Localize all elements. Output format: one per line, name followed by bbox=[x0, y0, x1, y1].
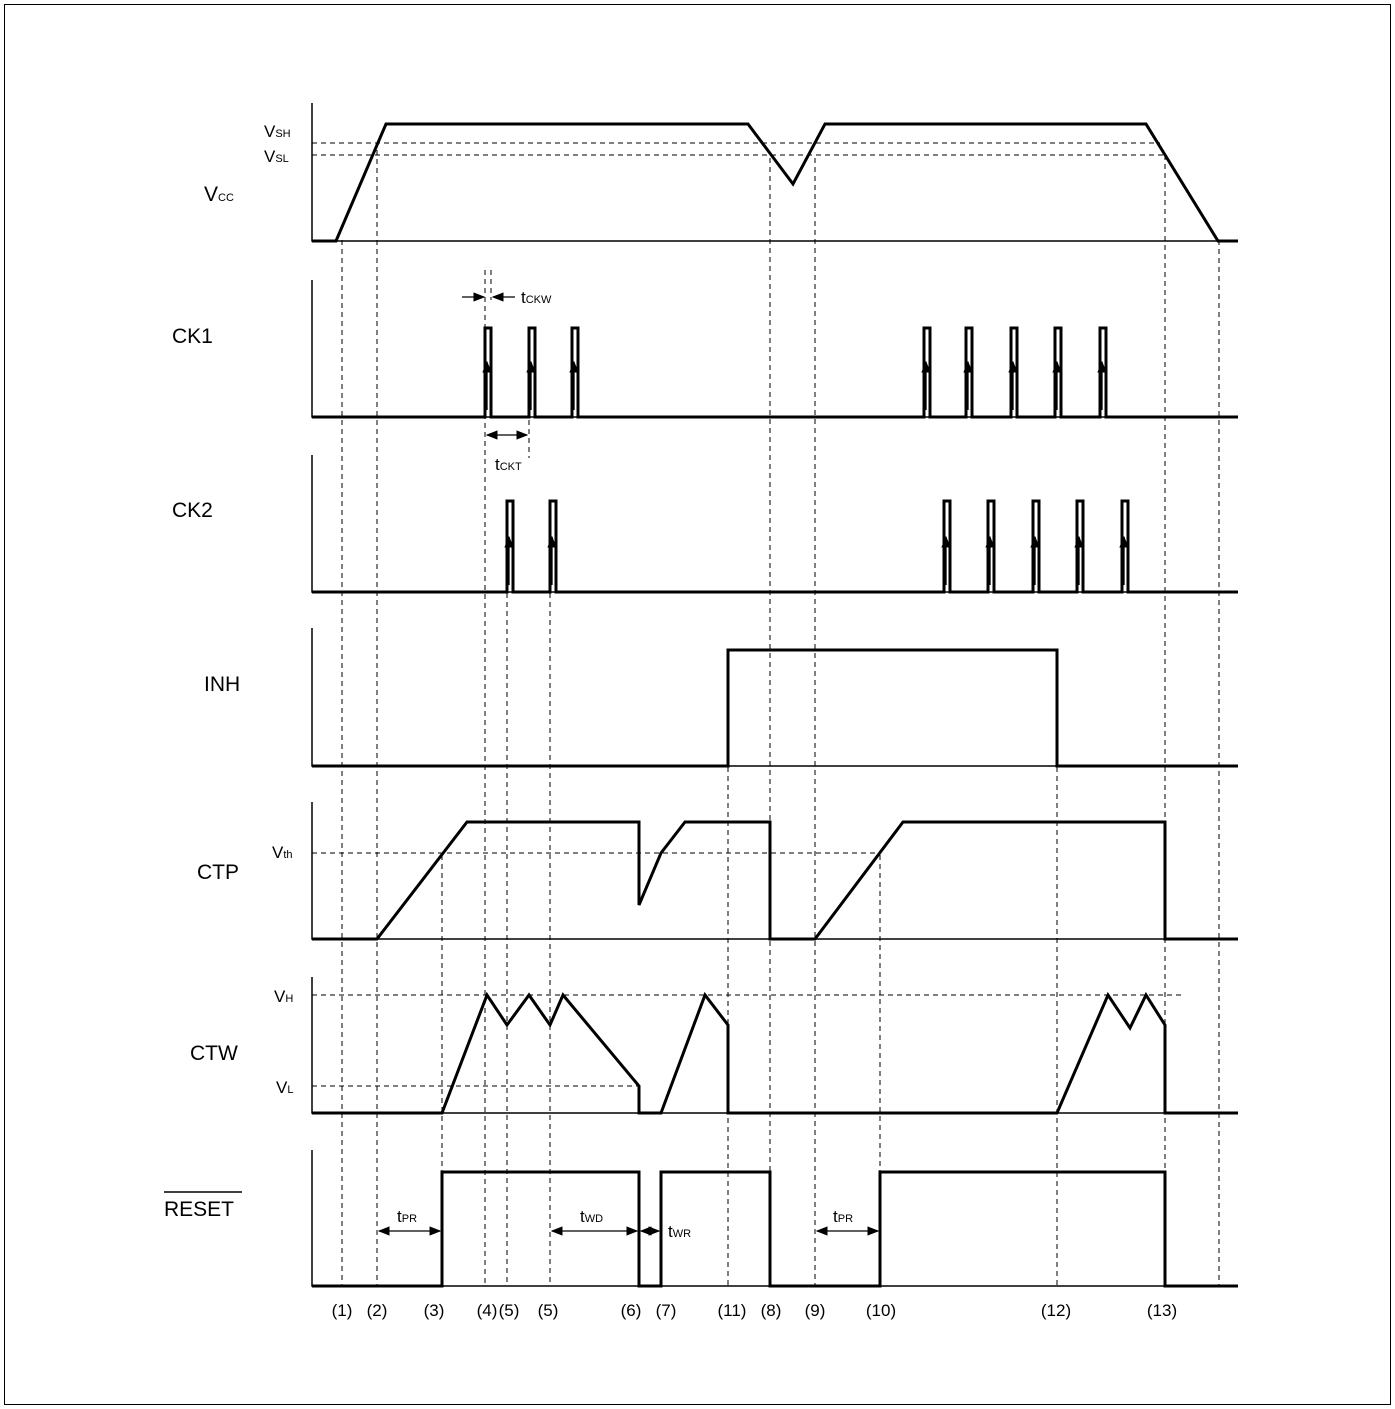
reset-waveform bbox=[312, 1170, 1238, 1288]
vcc-label: VCC bbox=[204, 183, 234, 206]
twd-label: tWD bbox=[580, 1207, 603, 1226]
reset-label: RESET bbox=[164, 1198, 234, 1221]
event-label: (13) bbox=[1147, 1301, 1177, 1320]
inh-label: INH bbox=[204, 673, 240, 696]
event-label: (9) bbox=[805, 1301, 826, 1320]
vcc-waveform bbox=[312, 122, 1238, 243]
tckw-label: tCKW bbox=[521, 288, 552, 307]
vl-label: VL bbox=[276, 1078, 293, 1097]
twr-label: tWR bbox=[668, 1222, 691, 1241]
threshold-lines bbox=[312, 142, 1185, 1087]
clock-edge-arrows bbox=[482, 360, 1129, 585]
event-label: (2) bbox=[367, 1301, 388, 1320]
event-label: (12) bbox=[1041, 1301, 1071, 1320]
ck2-waveform bbox=[312, 499, 1238, 594]
event-label: (5) bbox=[538, 1301, 559, 1320]
event-labels: (1) (2) (3) (4) (5) (5) (6) (7) (11) (8)… bbox=[332, 1301, 1178, 1320]
ctp-label: CTP bbox=[197, 861, 239, 884]
tckt-label: tCKT bbox=[495, 455, 522, 474]
ctw-label: CTW bbox=[190, 1042, 238, 1065]
ck2-label: CK2 bbox=[172, 499, 213, 522]
ctw-waveform bbox=[312, 991, 1238, 1115]
diagram-frame bbox=[4, 4, 1391, 1405]
event-label: (4) bbox=[477, 1301, 498, 1320]
timing-arrows bbox=[377, 292, 880, 1236]
event-label: (3) bbox=[424, 1301, 445, 1320]
vsh-label: VSH bbox=[264, 122, 291, 141]
inh-waveform bbox=[312, 648, 1238, 768]
vsl-label: VSL bbox=[264, 147, 289, 166]
ctp-waveform bbox=[312, 820, 1238, 941]
event-guide-lines bbox=[341, 150, 1220, 1286]
ck1-label: CK1 bbox=[172, 325, 213, 348]
event-label: (5) bbox=[499, 1301, 520, 1320]
event-label: (8) bbox=[761, 1301, 782, 1320]
tpr-label-1: tPR bbox=[397, 1207, 417, 1226]
event-label: (10) bbox=[866, 1301, 896, 1320]
tpr-label-2: tPR bbox=[833, 1207, 853, 1226]
event-label: (7) bbox=[656, 1301, 677, 1320]
event-label: (11) bbox=[718, 1301, 747, 1320]
vh-label: VH bbox=[274, 987, 293, 1006]
event-label: (6) bbox=[621, 1301, 642, 1320]
event-label: (1) bbox=[332, 1301, 353, 1320]
ck1-waveform bbox=[312, 326, 1238, 419]
vth-label: Vth bbox=[272, 843, 293, 862]
signal-axes bbox=[311, 103, 1238, 1287]
